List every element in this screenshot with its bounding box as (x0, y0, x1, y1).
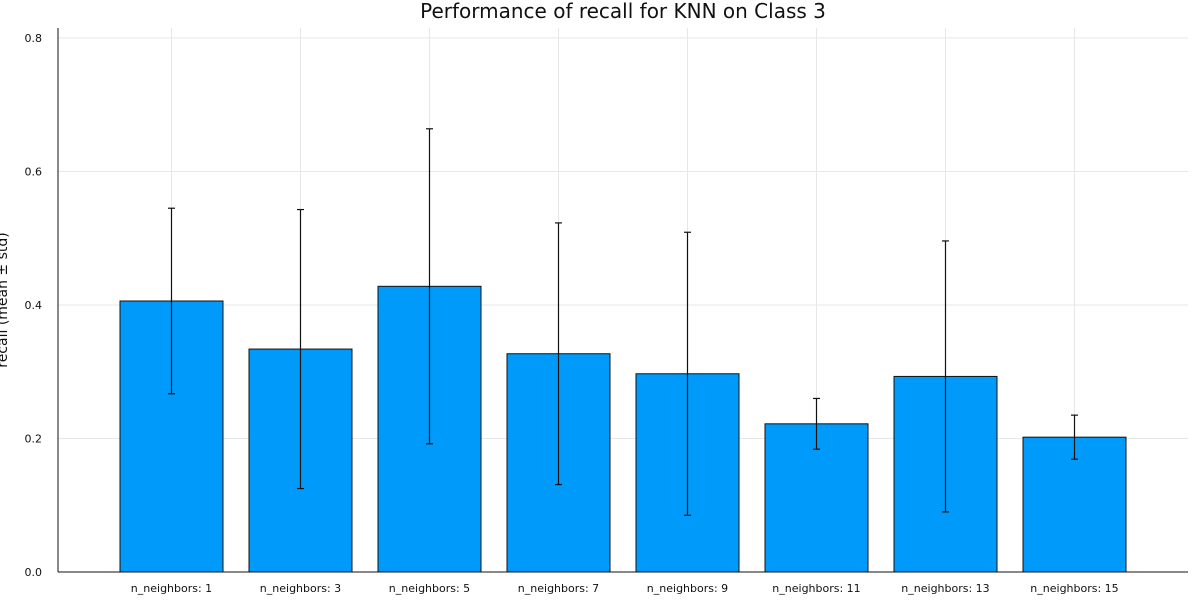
y-tick-label: 0.6 (25, 166, 43, 179)
x-tick-label: n_neighbors: 3 (260, 582, 341, 595)
y-tick-label: 0.4 (25, 299, 43, 312)
errors-layer (168, 128, 1078, 516)
ticks-layer: 0.0 0.2 0.4 0.6 0.8 n_neighbors: 1 n_neighbors… (25, 32, 1119, 595)
x-tick-label: n_neighbors: 9 (647, 582, 728, 595)
y-tick-label: 0.0 (25, 566, 43, 579)
bars-layer (119, 285, 1127, 573)
grid-layer (58, 28, 1188, 573)
x-tick-label: n_neighbors: 13 (901, 582, 989, 595)
x-tick-label: n_neighbors: 11 (772, 582, 860, 595)
y-axis-label: recall (mean ± std) (0, 232, 11, 368)
x-tick-label: n_neighbors: 7 (518, 582, 599, 595)
x-tick-label: n_neighbors: 5 (389, 582, 470, 595)
y-tick-label: 0.2 (25, 433, 43, 446)
chart-title: Performance of recall for KNN on Class 3 (420, 0, 826, 23)
x-tick-label: n_neighbors: 15 (1030, 582, 1118, 595)
x-tick-label: n_neighbors: 1 (131, 582, 212, 595)
y-tick-label: 0.8 (25, 32, 43, 45)
axes-layer (57, 28, 1188, 573)
